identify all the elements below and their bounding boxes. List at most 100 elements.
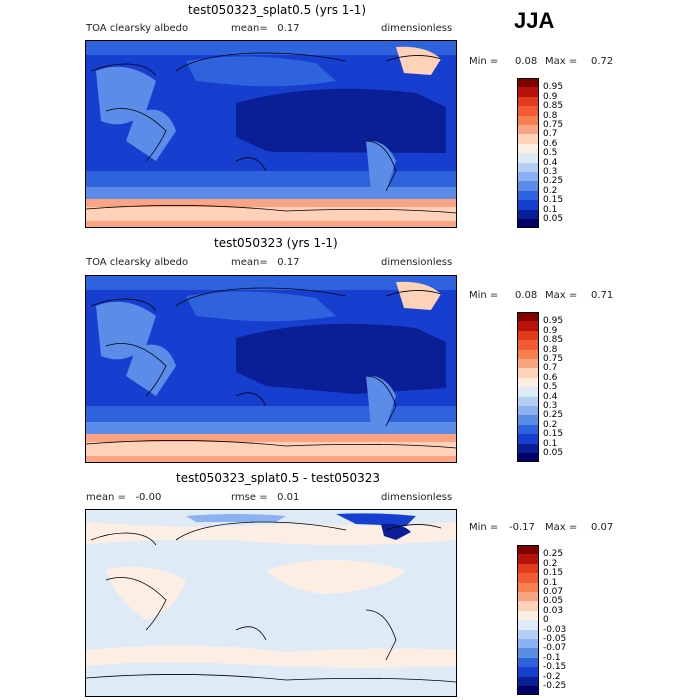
colorbar-tick-label: 0 [543,615,549,626]
colorbar-tick-label: 0.25 [543,549,564,560]
colorbar-tick-label: 0.15 [543,429,564,440]
colorbar-tick-label: 0.4 [543,157,558,168]
panel3-min-label: Min = [469,522,499,533]
colorbar-tick-label: 0.95 [543,316,564,327]
panel2-units-label: dimensionless [381,257,453,268]
colorbar-swatch [517,312,539,322]
colorbar-tick-label: 0.5 [543,382,558,393]
colorbar-tick-label: 0.8 [543,344,558,355]
colorbar-tick-label: -0.1 [543,652,561,663]
colorbar-swatch [517,125,539,135]
colorbar-tick-label: 0.9 [543,325,558,336]
colorbar-tick-label: 0.85 [543,335,564,346]
panel3-min-value: -0.17 [509,522,535,533]
colorbar-tick-label: 0.2 [543,419,558,430]
panel2-map [85,275,457,463]
colorbar-tick-label: 0.7 [543,129,558,140]
colorbar-tick-label: 0.85 [543,101,564,112]
colorbar-swatch [517,181,539,191]
colorbar-swatch [517,629,539,639]
colorbar-tick-label: 0.1 [543,438,558,449]
colorbar-tick-label: -0.15 [543,662,567,673]
colorbar-tick-label: 0.25 [543,410,564,421]
colorbar-tick-label: 0.1 [543,577,558,588]
panel3-map [85,509,457,697]
panel2-min-label: Min = [469,290,499,301]
colorbar-tick-label: 0.05 [543,596,564,607]
colorbar-swatch [517,368,539,378]
colorbar-tick-label: 0.05 [543,448,564,458]
colorbar-swatch [517,349,539,359]
colorbar-swatch [517,172,539,182]
colorbar-swatch [517,545,539,555]
colorbar-tick-label: -0.07 [543,643,567,654]
colorbar-swatch [517,387,539,397]
panel3-rmse-label: rmse = 0.01 [231,492,300,503]
panel2-title: test050323 (yrs 1-1) [214,236,338,250]
panel3-units-label: dimensionless [381,492,453,503]
colorbar-swatch [517,377,539,388]
colorbar-swatch [517,219,539,229]
colorbar-swatch [517,563,539,574]
colorbar-tick-label: 0.75 [543,120,564,130]
colorbar-tick-label: 0.3 [543,167,558,177]
colorbar-swatch [517,592,539,602]
colorbar-tick-label: 0.5 [543,148,558,159]
panel2-min-value: 0.08 [515,290,538,301]
colorbar-tick-label: 0.95 [543,82,564,93]
colorbar-tick-label: 0.9 [543,91,558,102]
colorbar-swatch [517,667,539,677]
colorbar-tick-label: 0.07 [543,587,564,597]
colorbar-swatch [517,582,539,592]
colorbar-tick-label: -0.05 [543,634,567,644]
colorbar-tick-label: 0.05 [543,214,564,224]
colorbar-swatch [517,396,539,406]
colorbar-swatch [517,143,539,154]
colorbar-tick-label: 0.3 [543,401,558,411]
colorbar-tick-label: 0.1 [543,204,558,215]
panel1-max-value: 0.72 [591,56,614,67]
colorbar-swatch [517,190,539,201]
colorbar-swatch [517,424,539,435]
colorbar-tick-label: 0.15 [543,568,564,579]
colorbar-swatch [517,321,539,331]
colorbar-swatch [517,676,539,686]
panel1-min-value: 0.08 [515,56,538,67]
colorbar-tick-label: 0.25 [543,176,564,187]
panel2-max-value: 0.71 [591,290,614,301]
panel1-max-label: Max = [545,56,578,67]
colorbar-swatch [517,340,539,350]
colorbar-swatch [517,162,539,172]
panel1-title: test050323_splat0.5 (yrs 1-1) [188,3,367,17]
colorbar-swatch [517,359,539,369]
panel3-title: test050323_splat0.5 - test050323 [176,471,381,485]
colorbar-swatch [517,453,539,463]
colorbar-swatch [517,648,539,658]
colorbar-tick-label: 0.7 [543,363,558,374]
colorbar-tick-label: 0.8 [543,110,558,121]
colorbar-tick-label: -0.2 [543,671,561,682]
colorbar-tick-label: -0.03 [543,624,567,635]
colorbar-swatch [517,415,539,425]
colorbar-swatch [517,96,539,107]
colorbar-swatch [517,78,539,88]
colorbar-swatch [517,115,539,125]
colorbar-swatch [517,406,539,416]
colorbar-swatch [517,443,539,453]
colorbar-swatch [517,686,539,696]
colorbar-swatch [517,200,539,210]
colorbar-tick-label: 0.4 [543,391,558,402]
panel1-map [85,40,457,228]
panel1-mean-label: mean= 0.17 [231,23,300,34]
panel2-map-field [86,276,456,462]
colorbar-swatch [517,106,539,116]
panel3-mean-label: mean = -0.00 [86,492,162,503]
colorbar-swatch [517,87,539,97]
season-label: JJA [514,8,555,33]
panel3-max-value: 0.07 [591,522,614,533]
panel2-max-label: Max = [545,290,578,301]
colorbar-tick-label: 0.6 [543,138,558,149]
panel1-units-label: dimensionless [381,23,453,34]
panel3-max-label: Max = [545,522,578,533]
colorbar-swatch [517,554,539,564]
